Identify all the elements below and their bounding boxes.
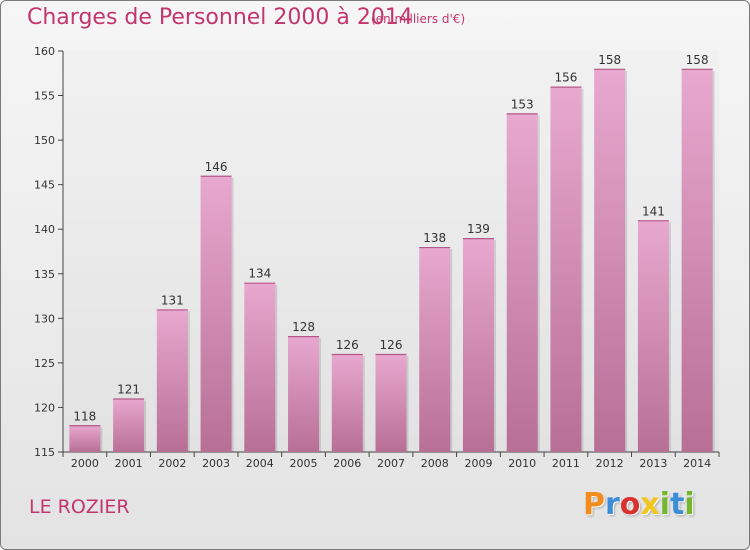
y-tick-label: 125	[34, 357, 55, 370]
bar	[331, 353, 363, 452]
y-axis: 115 120 125 130 135 140 145 150 155 160	[34, 45, 64, 459]
bar-value-label: 126	[380, 338, 403, 352]
bar	[200, 175, 232, 452]
bar-value-label: 134	[248, 267, 271, 281]
logo-letter: x	[640, 487, 660, 522]
bar	[288, 336, 320, 452]
x-tick-label: 2008	[421, 457, 449, 470]
y-tick-label: 135	[34, 268, 55, 281]
x-tick-label: 2001	[115, 457, 143, 470]
x-tick-label: 2009	[464, 457, 492, 470]
x-tick-label: 2004	[246, 457, 274, 470]
x-tick-label: 2002	[158, 457, 186, 470]
logo-letter: i	[659, 487, 671, 522]
logo-letter: i	[684, 487, 695, 522]
chart-subtitle: (en milliers d'€)	[371, 12, 466, 26]
logo-letter: r	[605, 487, 620, 522]
bar	[113, 398, 145, 452]
bar	[419, 247, 451, 452]
y-tick-label: 120	[34, 401, 55, 414]
bar	[637, 220, 669, 452]
x-tick-label: 2006	[333, 457, 361, 470]
bar-value-label: 153	[511, 97, 534, 111]
x-tick-label: 2014	[683, 457, 711, 470]
proxiti-logo[interactable]: Proxiti	[583, 487, 695, 522]
x-tick-label: 2012	[596, 457, 624, 470]
bar-value-label: 121	[117, 383, 140, 397]
bar	[550, 86, 582, 453]
y-tick-label: 150	[34, 134, 55, 147]
bar-value-label: 126	[336, 338, 359, 352]
bar-value-label: 158	[686, 53, 709, 67]
x-tick-label: 2007	[377, 457, 405, 470]
bar-value-label: 139	[467, 222, 490, 236]
chart-title: Charges de Personnel 2000 à 2014	[27, 5, 413, 30]
bar-value-label: 131	[161, 293, 184, 307]
bar-value-label: 158	[598, 53, 621, 67]
y-tick-label: 140	[34, 223, 55, 236]
bar	[156, 309, 188, 452]
bars: 118 121 131 146 134 128 126 126 138 139 153 156 158 1…	[69, 53, 715, 453]
bar-value-label: 128	[292, 320, 315, 334]
logo-letter: P	[583, 487, 605, 522]
commune-name: LE ROZIER	[29, 496, 130, 518]
y-tick-label: 115	[34, 446, 55, 459]
bar	[244, 282, 276, 452]
bar	[69, 425, 101, 452]
x-tick-label: 2003	[202, 457, 230, 470]
bar-value-label: 146	[205, 160, 228, 174]
bar-value-label: 156	[554, 71, 577, 85]
x-tick-label: 2011	[552, 457, 580, 470]
x-tick-label: 2010	[508, 457, 536, 470]
bar	[506, 113, 538, 452]
bar-value-label: 141	[642, 204, 665, 218]
x-tick-label: 2005	[290, 457, 318, 470]
y-tick-label: 160	[34, 45, 55, 58]
bar-value-label: 138	[423, 231, 446, 245]
bar	[594, 68, 626, 453]
bar	[462, 238, 494, 452]
y-tick-label: 155	[34, 90, 55, 103]
y-tick-label: 145	[34, 179, 55, 192]
x-tick-label: 2000	[71, 457, 99, 470]
bar-value-label: 118	[73, 409, 96, 423]
x-tick-label: 2013	[639, 457, 667, 470]
logo-letter: o	[619, 487, 641, 522]
bar	[681, 68, 713, 453]
logo-letter: t	[670, 487, 685, 522]
x-axis: 2000 2001 2002 2003 2004 2005 2006 2007 2008 2009…	[62, 451, 720, 470]
bar	[375, 353, 407, 452]
y-tick-label: 130	[34, 312, 55, 325]
